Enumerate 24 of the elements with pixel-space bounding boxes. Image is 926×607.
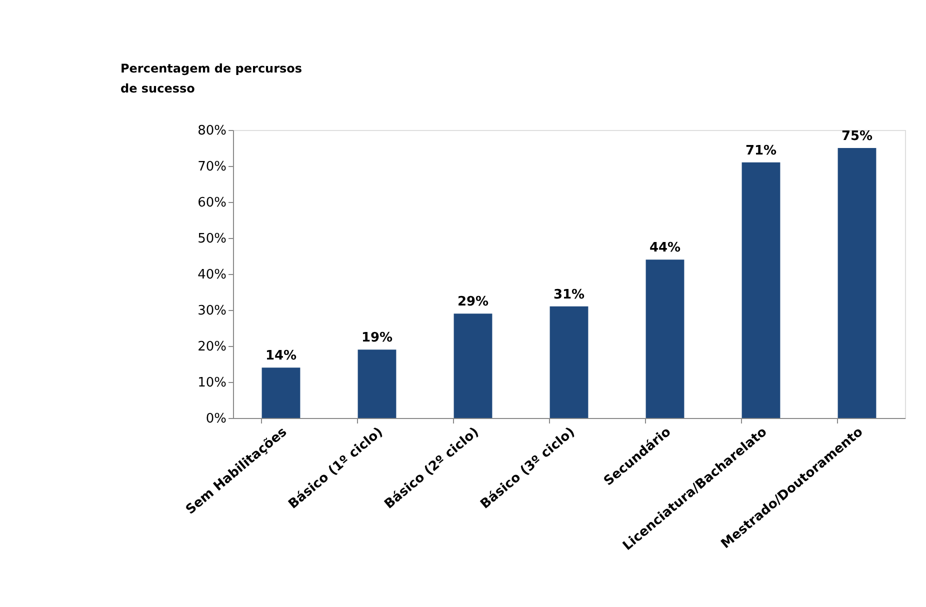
data-label: 29% <box>457 294 489 310</box>
y-axis-title: Percentagem de percursos de sucesso <box>120 62 302 96</box>
bar <box>358 350 396 418</box>
bar <box>646 260 684 418</box>
data-label: 75% <box>841 129 873 144</box>
y-tick-label: 60% <box>198 196 226 210</box>
data-label: 44% <box>649 240 681 256</box>
y-tick-label: 40% <box>198 268 226 282</box>
y-tick-label: 0% <box>206 412 226 426</box>
y-tick-label: 50% <box>198 232 226 246</box>
y-tick-label: 20% <box>198 340 226 354</box>
data-label: 19% <box>361 330 393 346</box>
data-label: 14% <box>265 348 297 364</box>
data-label: 31% <box>553 287 585 302</box>
y-tick-label: 80% <box>198 124 226 138</box>
bar <box>262 368 300 418</box>
bar <box>454 314 492 418</box>
y-tick-label: 30% <box>198 304 226 318</box>
data-label: 71% <box>745 143 777 158</box>
y-tick-label: 10% <box>198 376 226 390</box>
y-tick-label: 70% <box>198 160 226 174</box>
bar <box>550 306 588 418</box>
bar <box>742 162 780 418</box>
bar <box>838 148 876 418</box>
